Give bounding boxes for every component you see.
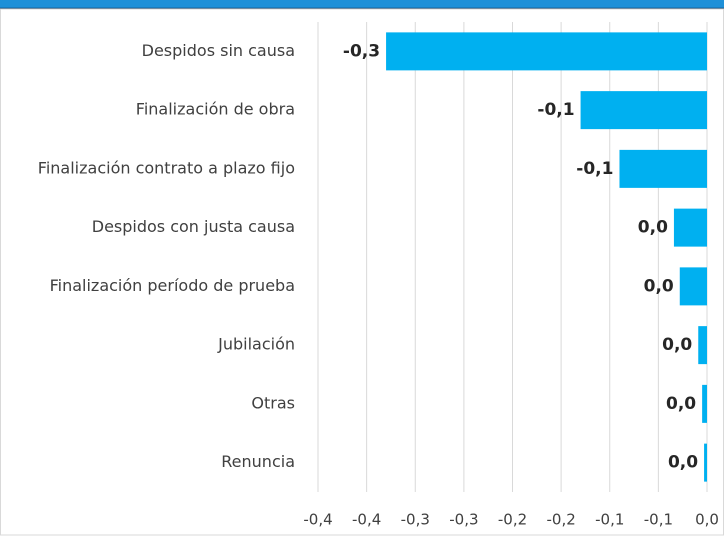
y-tick-label: Jubilación bbox=[217, 335, 295, 354]
data-label: 0,0 bbox=[644, 276, 674, 296]
data-label: -0,1 bbox=[537, 100, 574, 120]
x-tick-label: -0,2 bbox=[546, 511, 575, 529]
y-tick-label: Renuncia bbox=[221, 452, 295, 471]
data-label: 0,0 bbox=[662, 335, 692, 355]
frame bbox=[0, 8, 724, 536]
bar bbox=[386, 32, 707, 71]
x-tick-label: -0,4 bbox=[352, 511, 381, 529]
x-tick-label: -0,1 bbox=[644, 511, 673, 529]
bar bbox=[619, 149, 707, 188]
bar bbox=[580, 91, 707, 130]
bar bbox=[679, 267, 707, 306]
y-tick-label: Finalización período de prueba bbox=[50, 276, 295, 295]
x-tick-label: -0,1 bbox=[595, 511, 624, 529]
x-tick-label: -0,2 bbox=[498, 511, 527, 529]
bar bbox=[704, 443, 707, 482]
x-tick-label: -0,3 bbox=[449, 511, 478, 529]
x-tick-label: -0,4 bbox=[303, 511, 332, 529]
data-label: 0,0 bbox=[668, 453, 698, 473]
bar bbox=[673, 208, 707, 247]
bar bbox=[698, 326, 707, 365]
y-tick-label: Otras bbox=[251, 393, 295, 412]
y-tick-label: Finalización de obra bbox=[136, 100, 295, 119]
header-band bbox=[0, 0, 724, 8]
y-tick-label: Despidos sin causa bbox=[142, 41, 295, 60]
data-label: 0,0 bbox=[638, 218, 668, 238]
y-tick-label: Despidos con justa causa bbox=[92, 217, 295, 236]
data-label: 0,0 bbox=[666, 394, 696, 414]
data-label: -0,3 bbox=[343, 41, 380, 61]
bar bbox=[702, 384, 707, 423]
y-tick-label: Finalización contrato a plazo fijo bbox=[38, 158, 295, 177]
x-tick-label: 0,0 bbox=[695, 511, 719, 529]
x-tick-label: -0,3 bbox=[401, 511, 430, 529]
data-label: -0,1 bbox=[576, 159, 613, 179]
